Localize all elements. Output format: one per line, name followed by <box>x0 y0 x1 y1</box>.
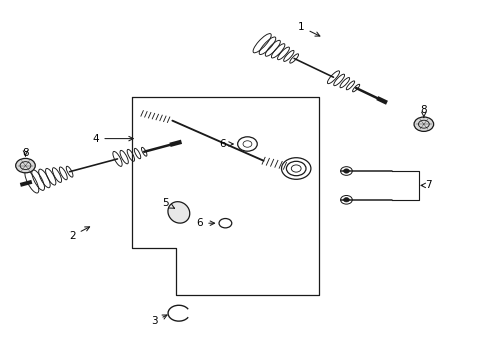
Circle shape <box>414 117 434 131</box>
Text: 5: 5 <box>162 198 174 208</box>
Text: 2: 2 <box>69 227 90 241</box>
Text: 4: 4 <box>93 134 133 144</box>
Text: 7: 7 <box>421 180 432 190</box>
Circle shape <box>343 169 349 173</box>
Text: 6: 6 <box>196 218 215 228</box>
Circle shape <box>343 198 349 202</box>
Circle shape <box>16 158 35 173</box>
Text: 3: 3 <box>151 315 167 327</box>
Ellipse shape <box>168 202 190 223</box>
Text: 8: 8 <box>22 148 29 158</box>
Text: 6: 6 <box>220 139 233 149</box>
Text: 8: 8 <box>420 105 427 118</box>
Text: 1: 1 <box>298 22 320 36</box>
